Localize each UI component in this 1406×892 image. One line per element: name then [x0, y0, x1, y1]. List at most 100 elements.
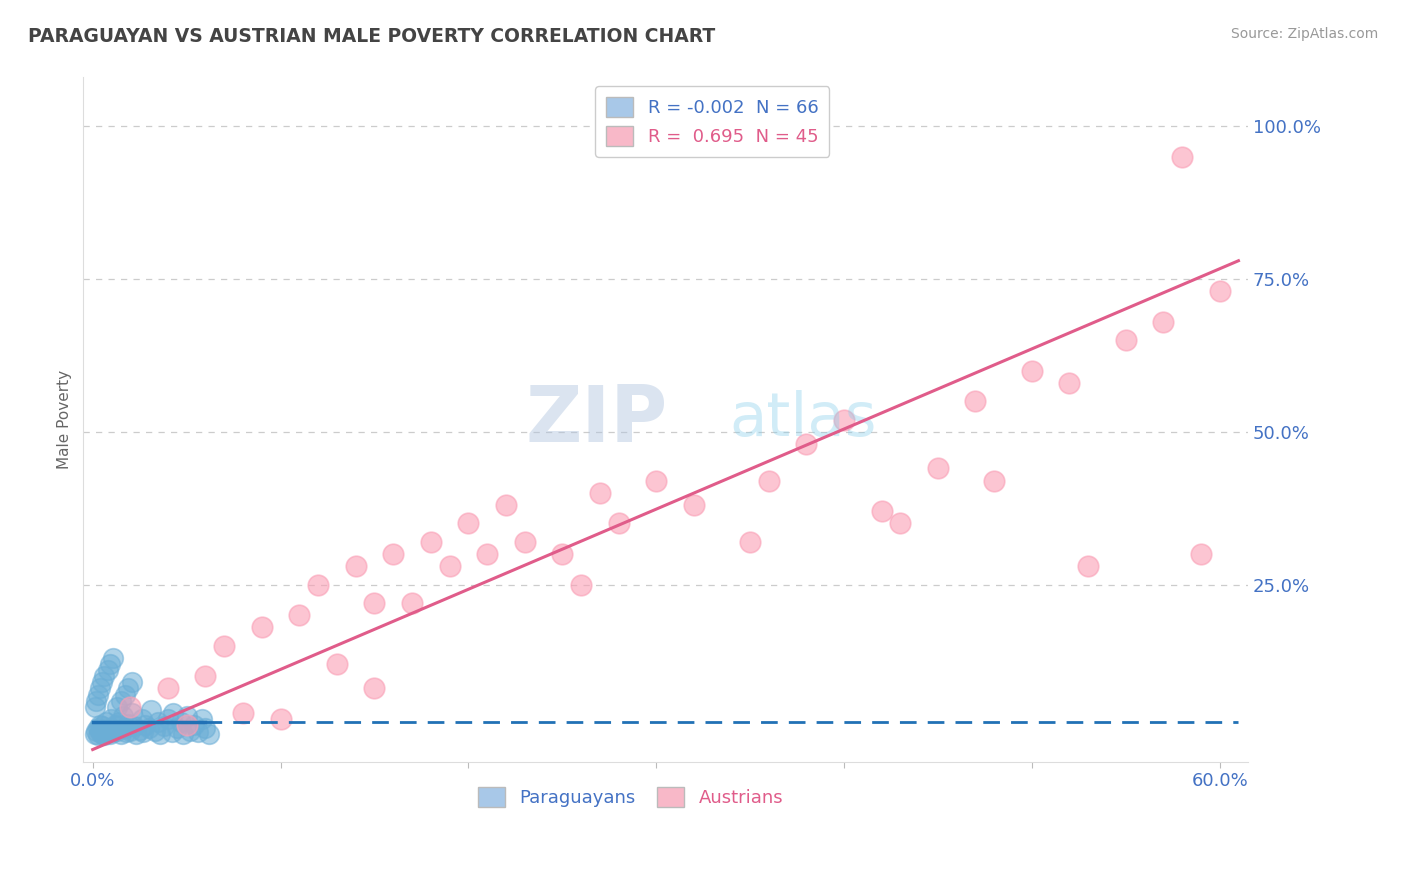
Point [128, 723, 150, 737]
Point [91, 675, 114, 690]
Point [832, 412, 855, 426]
Text: atlas: atlas [730, 390, 877, 449]
Point [160, 725, 183, 739]
Point [125, 727, 148, 741]
Point [495, 498, 517, 512]
Point [270, 712, 292, 726]
Point [93, 729, 115, 743]
Point [983, 474, 1005, 488]
Point [401, 596, 423, 610]
Point [87, 729, 110, 743]
Point [363, 596, 385, 610]
Point [927, 461, 949, 475]
Point [97, 663, 120, 677]
Point [121, 706, 143, 720]
Point [162, 706, 184, 720]
Point [156, 712, 179, 726]
Point [86, 724, 108, 739]
Point [103, 725, 125, 739]
Point [758, 474, 780, 488]
Point [513, 534, 536, 549]
Point [1021, 364, 1043, 378]
Point [439, 559, 461, 574]
Point [98, 657, 121, 671]
Point [1077, 559, 1099, 574]
Point [796, 437, 818, 451]
Point [551, 547, 574, 561]
Point [143, 724, 166, 739]
Point [307, 577, 329, 591]
Point [94, 726, 117, 740]
Point [344, 559, 367, 574]
Point [382, 547, 405, 561]
Text: Source: ZipAtlas.com: Source: ZipAtlas.com [1230, 27, 1378, 41]
Point [86, 694, 108, 708]
Point [110, 694, 132, 708]
Point [87, 721, 110, 735]
Point [363, 681, 385, 696]
Point [288, 608, 311, 623]
Point [326, 657, 349, 671]
Point [120, 724, 142, 739]
Point [103, 651, 125, 665]
Point [889, 516, 911, 531]
Point [114, 688, 136, 702]
Point [1189, 547, 1212, 561]
Point [149, 727, 172, 741]
Point [100, 712, 122, 726]
Point [93, 723, 115, 737]
Point [131, 712, 153, 726]
Point [475, 547, 498, 561]
Point [91, 727, 114, 741]
Point [134, 718, 156, 732]
Point [89, 681, 111, 696]
Text: PARAGUAYAN VS AUSTRIAN MALE POVERTY CORRELATION CHART: PARAGUAYAN VS AUSTRIAN MALE POVERTY CORR… [28, 27, 716, 45]
Point [117, 681, 139, 696]
Point [94, 714, 117, 729]
Point [105, 724, 128, 739]
Point [187, 725, 209, 739]
Point [139, 703, 162, 717]
Point [212, 639, 235, 653]
Y-axis label: Male Poverty: Male Poverty [58, 370, 72, 469]
Point [121, 675, 143, 690]
Point [250, 620, 273, 634]
Point [83, 727, 105, 741]
Point [91, 719, 114, 733]
Point [166, 721, 188, 735]
Point [89, 718, 111, 732]
Point [870, 504, 893, 518]
Point [194, 669, 217, 683]
Point [87, 688, 110, 702]
Point [93, 669, 115, 683]
Point [179, 724, 201, 739]
Legend: Paraguayans, Austrians: Paraguayans, Austrians [471, 780, 790, 814]
Point [1171, 150, 1194, 164]
Point [965, 394, 987, 409]
Point [1208, 285, 1230, 299]
Point [83, 699, 105, 714]
Point [1115, 333, 1137, 347]
Point [1152, 315, 1174, 329]
Text: ZIP: ZIP [526, 382, 668, 458]
Point [176, 718, 198, 732]
Point [198, 727, 221, 741]
Point [183, 718, 205, 732]
Point [111, 709, 134, 723]
Point [1059, 376, 1081, 390]
Point [170, 714, 193, 729]
Point [738, 534, 761, 549]
Point [105, 699, 128, 714]
Point [122, 719, 145, 733]
Point [419, 534, 441, 549]
Point [132, 725, 155, 739]
Point [114, 721, 136, 735]
Point [108, 714, 131, 729]
Point [176, 709, 198, 723]
Point [153, 719, 176, 733]
Point [148, 714, 170, 729]
Point [138, 721, 160, 735]
Point [645, 474, 668, 488]
Point [232, 706, 254, 720]
Point [194, 721, 217, 735]
